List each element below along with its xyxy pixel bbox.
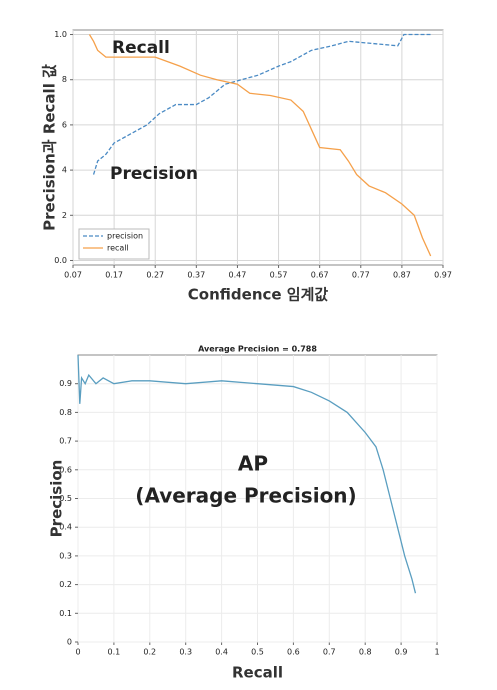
x-tick-label: 0.2 <box>143 648 156 657</box>
y-tick-label: 6 <box>62 120 67 129</box>
annotation: (Average Precision) <box>135 484 356 508</box>
x-tick-label: 0.37 <box>187 271 205 280</box>
x-tick-label: 0.8 <box>359 648 372 657</box>
y-axis-label: Precision과 Recall 값 <box>41 64 59 231</box>
y-tick-label: 0.6 <box>59 465 72 474</box>
x-tick-label: 0.87 <box>393 271 411 280</box>
y-tick-label: 0.0 <box>54 256 67 265</box>
x-tick-label: 0.4 <box>215 648 228 657</box>
y-tick-label: 0.7 <box>59 437 72 446</box>
annotation: Recall <box>112 38 170 58</box>
x-tick-label: 0.3 <box>179 648 192 657</box>
y-tick-label: 0.2 <box>59 580 72 589</box>
x-tick-label: 0 <box>75 648 80 657</box>
x-tick-label: 0.1 <box>108 648 121 657</box>
x-tick-label: 0.6 <box>287 648 300 657</box>
chart-title: Average Precision = 0.788 <box>198 345 317 354</box>
y-tick-label: 4 <box>62 166 67 175</box>
x-tick-label: 0.17 <box>105 271 123 280</box>
series-line <box>92 33 431 175</box>
y-tick-label: 2 <box>62 211 67 220</box>
x-tick-label: 0.47 <box>229 271 247 280</box>
x-tick-label: 0.7 <box>323 648 336 657</box>
x-axis-label: Recall <box>232 664 283 682</box>
annotation: AP <box>238 452 268 476</box>
y-tick-label: 0.3 <box>59 551 72 560</box>
y-tick-label: 0.4 <box>59 523 72 532</box>
plot-area <box>72 29 444 266</box>
x-tick-label: 1 <box>434 648 439 657</box>
x-tick-label: 0.97 <box>434 271 452 280</box>
y-tick-label: 8 <box>62 75 67 84</box>
x-tick-label: 0.27 <box>146 271 164 280</box>
series-line <box>77 354 417 594</box>
y-tick-label: 0.9 <box>59 379 72 388</box>
x-tick-label: 0.77 <box>352 271 370 280</box>
x-tick-label: 0.07 <box>64 271 82 280</box>
x-tick-label: 0.57 <box>270 271 288 280</box>
y-tick-label: 1.0 <box>54 30 67 39</box>
legend-box <box>78 228 150 260</box>
y-tick-label: 0.8 <box>59 408 72 417</box>
y-tick-label: 0.5 <box>59 494 72 503</box>
y-tick-label: 0 <box>67 638 72 647</box>
annotation: Precision <box>110 164 198 184</box>
series-line <box>88 34 432 257</box>
y-axis-label: Precision <box>48 460 66 538</box>
x-tick-label: 0.67 <box>311 271 329 280</box>
x-tick-label: 0.5 <box>251 648 264 657</box>
legend-label: recall <box>107 244 129 253</box>
x-tick-label: 0.9 <box>395 648 408 657</box>
legend-label: precision <box>107 232 143 241</box>
x-axis-label: Confidence 임계값 <box>188 286 329 304</box>
y-tick-label: 0.1 <box>59 609 72 618</box>
